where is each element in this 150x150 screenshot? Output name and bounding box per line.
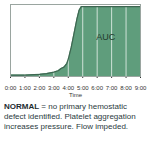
html-text:NORMAL = no primary hemostatic: NORMAL = no primary hemostatic defect id… [4,102,136,131]
svg-text:8:00: 8:00 [120,85,132,91]
svg-text:Time: Time [69,92,83,98]
svg-text:0:00: 0:00 [5,85,17,91]
svg-text:9:00: 9:00 [135,85,147,91]
svg-text:5:00: 5:00 [77,85,89,91]
svg-text:AUC: AUC [96,32,116,42]
svg-text:2:00: 2:00 [34,85,46,91]
svg-text:7:00: 7:00 [106,85,118,91]
svg-text:4:00: 4:00 [62,85,74,91]
svg-text:3:00: 3:00 [48,85,60,91]
svg-text:6:00: 6:00 [91,85,103,91]
svg-text:1:00: 1:00 [19,85,31,91]
